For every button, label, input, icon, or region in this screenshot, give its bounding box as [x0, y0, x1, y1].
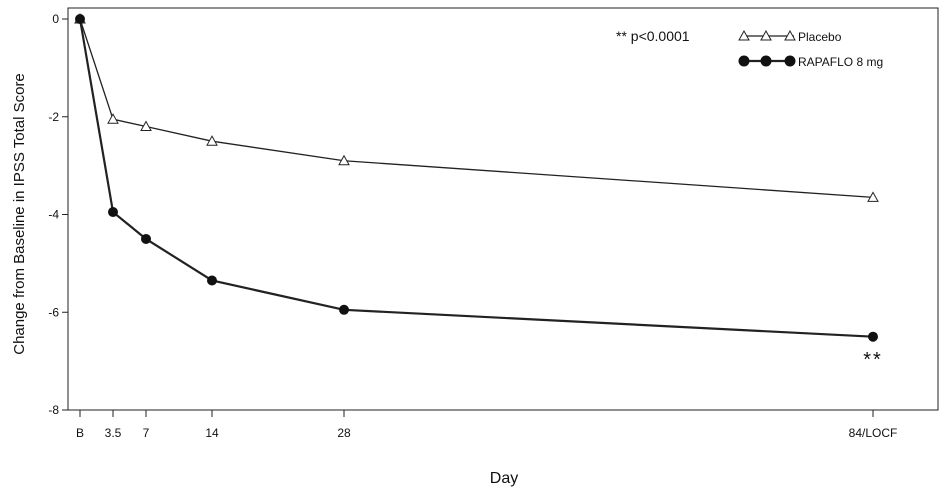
data-point-placebo	[107, 113, 119, 124]
y-axis-ticks: 0 -2 -4 -6 -8	[48, 12, 68, 417]
x-axis-label: Day	[490, 470, 518, 487]
x-tick-label: 14	[205, 426, 219, 440]
legend-marker-rapaflo	[760, 55, 772, 67]
data-point-rapaflo	[339, 304, 349, 315]
legend-sample-rapaflo	[738, 55, 796, 67]
legend-sample-placebo	[738, 29, 796, 41]
plot-frame	[67, 7, 939, 411]
data-point-rapaflo	[108, 207, 118, 218]
legend-marker-rapaflo	[784, 55, 796, 67]
legend-marker-placebo	[738, 29, 750, 41]
legend-label-rapaflo: RAPAFLO 8 mg	[798, 55, 883, 69]
series-line-placebo	[79, 18, 874, 199]
x-tick-label: 28	[337, 426, 351, 440]
data-point-rapaflo	[868, 331, 878, 342]
x-tick-label: 84/LOCF	[849, 426, 898, 440]
data-point-placebo	[206, 135, 218, 146]
data-point-rapaflo	[207, 275, 217, 286]
legend-label-placebo: Placebo	[798, 30, 842, 44]
data-point-rapaflo	[75, 14, 85, 24]
series-points	[74, 12, 879, 342]
y-tick-label: 0	[52, 12, 59, 26]
series-line-rapaflo	[78, 18, 874, 338]
y-axis-label: Change from Baseline in IPSS Total Score	[11, 73, 28, 355]
y-tick-label: -8	[48, 403, 59, 417]
y-tick-label: -4	[48, 208, 59, 222]
data-point-placebo	[140, 120, 152, 132]
significance-marker: **	[863, 349, 883, 371]
x-tick-label: 7	[143, 426, 150, 440]
p-value-note: ** p<0.0001	[616, 28, 690, 44]
x-axis-ticks: B 3.5 7 14 28 84/LOCF	[76, 410, 897, 440]
legend-entry-rapaflo: RAPAFLO 8 mg	[738, 55, 883, 69]
legend-marker-placebo	[760, 29, 772, 41]
axes	[67, 7, 939, 411]
x-tick-label: 3.5	[105, 426, 122, 440]
data-point-rapaflo	[141, 233, 151, 244]
data-point-placebo	[867, 191, 879, 202]
legend: Placebo RAPAFLO 8 mg	[738, 29, 883, 69]
y-tick-label: -6	[48, 305, 59, 319]
series-lines	[78, 18, 874, 338]
y-tick-label: -2	[48, 110, 59, 124]
legend-entry-placebo: Placebo	[738, 29, 842, 44]
legend-marker-placebo	[784, 29, 796, 41]
x-tick-label: B	[76, 426, 84, 440]
legend-marker-rapaflo	[738, 55, 750, 67]
data-point-placebo	[338, 154, 350, 166]
